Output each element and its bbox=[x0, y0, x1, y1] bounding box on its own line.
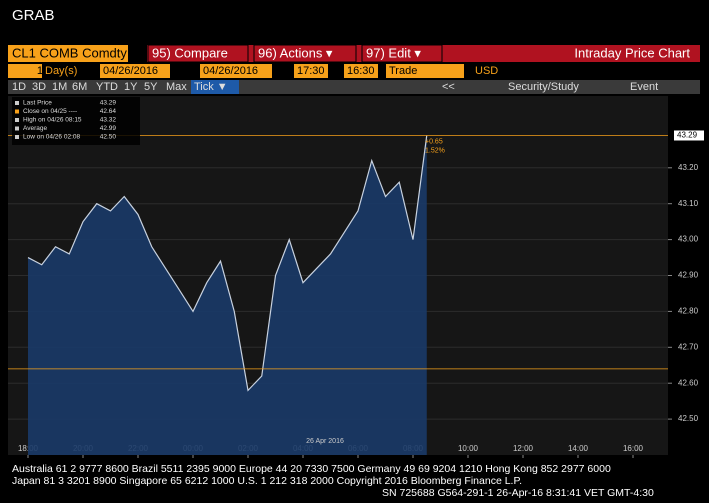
menu-button-label[interactable]: 95) Compare bbox=[152, 45, 228, 60]
y-tick-label: 42.50 bbox=[678, 414, 699, 423]
input-field[interactable] bbox=[42, 64, 97, 78]
input-field[interactable] bbox=[100, 64, 170, 78]
footer-line: SN 725688 G564-291-1 26-Apr-16 8:31:41 V… bbox=[382, 487, 654, 499]
input-field-text[interactable]: 17:30 bbox=[297, 65, 325, 77]
range-button[interactable]: 5Y bbox=[144, 81, 158, 93]
last-price-tag bbox=[674, 130, 704, 141]
right-tool[interactable]: << bbox=[442, 81, 455, 93]
legend-value: 43.32 bbox=[100, 117, 117, 124]
menu-button[interactable] bbox=[253, 44, 357, 63]
range-selected[interactable] bbox=[191, 80, 239, 94]
menu-button-label[interactable]: 97) Edit ▾ bbox=[366, 45, 421, 60]
menu-button[interactable] bbox=[361, 44, 443, 63]
legend-label: High on 04/26 08:15 bbox=[23, 117, 82, 124]
page-title: Intraday Price Chart bbox=[574, 45, 690, 60]
y-tick-label: 42.90 bbox=[678, 271, 699, 280]
legend-value: 43.29 bbox=[100, 100, 117, 107]
legend-box bbox=[12, 97, 140, 145]
right-tool[interactable]: Event bbox=[630, 81, 658, 93]
input-field[interactable] bbox=[200, 64, 272, 78]
screen-title: GRAB bbox=[12, 7, 55, 24]
input-field-text[interactable]: Trade bbox=[389, 65, 417, 77]
footer-line: Australia 61 2 9777 8600 Brazil 5511 239… bbox=[12, 463, 611, 475]
range-button[interactable]: 3D bbox=[32, 81, 46, 93]
price-line bbox=[27, 135, 428, 392]
range-button[interactable]: 1D bbox=[12, 81, 26, 93]
legend-swatch bbox=[15, 126, 19, 131]
range-bar bbox=[8, 80, 700, 94]
y-tick-label: 42.80 bbox=[678, 307, 699, 316]
right-tool[interactable]: Security/Study bbox=[508, 81, 579, 93]
security-text: CL1 COMB Comdty bbox=[12, 45, 127, 60]
range-button[interactable]: 1M bbox=[52, 81, 67, 93]
range-button[interactable]: 1Y bbox=[124, 81, 138, 93]
y-tick-label: 43.00 bbox=[678, 235, 699, 244]
legend-swatch bbox=[15, 101, 19, 105]
range-button[interactable]: YTD bbox=[96, 81, 118, 93]
legend-label: Low on 04/26 02:08 bbox=[23, 134, 80, 141]
last-price-tag-label: 43.29 bbox=[677, 131, 698, 140]
date-label: 26 Apr 2016 bbox=[306, 438, 344, 445]
legend-swatch bbox=[15, 109, 19, 114]
legend-swatch bbox=[15, 135, 19, 139]
range-button[interactable]: Max bbox=[166, 81, 187, 93]
y-tick-label: 42.60 bbox=[678, 378, 699, 387]
input-field-text[interactable]: USD bbox=[475, 65, 498, 77]
y-tick-label: 43.20 bbox=[678, 163, 699, 172]
legend-value: 42.99 bbox=[100, 125, 117, 132]
footer-line: Japan 81 3 3201 8900 Singapore 65 6212 1… bbox=[12, 475, 522, 487]
input-field[interactable] bbox=[472, 64, 502, 78]
x-tick-label: 10:00 bbox=[458, 444, 479, 453]
input-field-text[interactable]: 16:30 bbox=[347, 65, 375, 77]
input-field[interactable] bbox=[344, 64, 378, 78]
legend-label: Last Price bbox=[23, 100, 52, 107]
input-field[interactable] bbox=[294, 64, 328, 78]
range-button[interactable]: Tick ▼ bbox=[194, 81, 228, 93]
y-tick-label: 43.10 bbox=[678, 199, 699, 208]
change-annotation: +0.65 bbox=[425, 138, 443, 145]
menu-button-label[interactable]: 96) Actions ▾ bbox=[258, 45, 333, 60]
legend-value: 42.50 bbox=[100, 134, 117, 141]
change-annotation: 1.52% bbox=[425, 147, 445, 154]
input-field[interactable] bbox=[8, 64, 46, 78]
input-field-text[interactable]: 04/26/2016 bbox=[203, 65, 258, 77]
legend-swatch bbox=[15, 118, 19, 122]
range-button[interactable]: 6M bbox=[72, 81, 87, 93]
x-tick-label: 14:00 bbox=[568, 444, 589, 453]
x-tick-label: 16:00 bbox=[623, 444, 644, 453]
menu-button[interactable] bbox=[147, 44, 249, 63]
x-tick-label: 12:00 bbox=[513, 444, 534, 453]
input-field-text[interactable]: 04/26/2016 bbox=[103, 65, 158, 77]
legend-label: Close on 04/25 ---- bbox=[23, 108, 77, 115]
y-tick-label: 42.70 bbox=[678, 342, 699, 351]
input-field[interactable] bbox=[386, 64, 464, 78]
security-field[interactable] bbox=[8, 45, 128, 62]
input-field-text[interactable]: Day(s) bbox=[45, 65, 77, 77]
input-field-text[interactable]: 1 bbox=[37, 65, 43, 77]
legend-label: Average bbox=[23, 125, 47, 132]
area bbox=[28, 135, 427, 456]
legend-value: 42.64 bbox=[100, 108, 117, 115]
